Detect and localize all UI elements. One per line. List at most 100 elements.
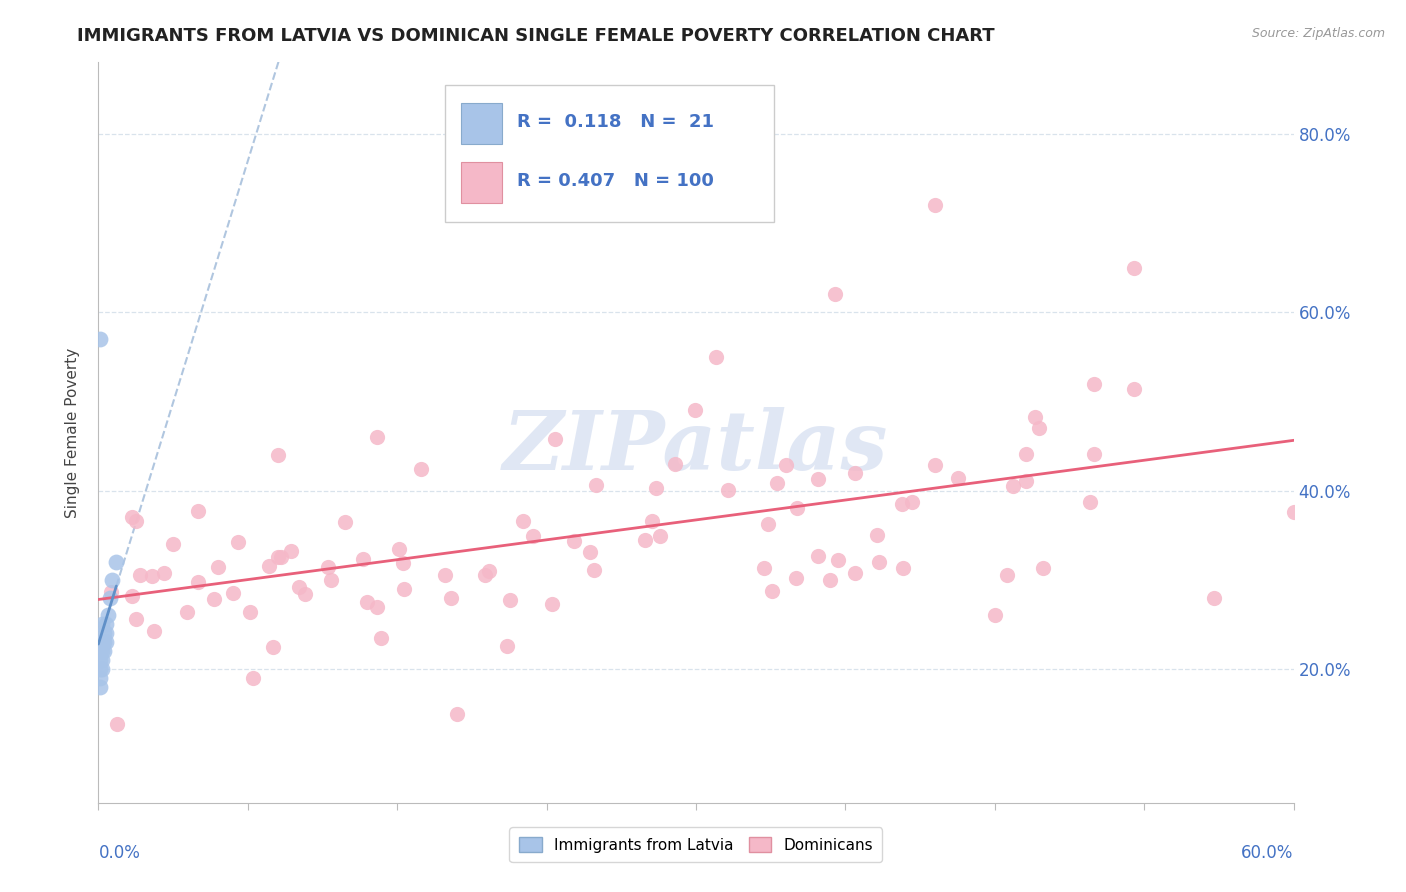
Point [1080, 495, 1102, 509]
Point [153, 566, 176, 580]
Point [807, 472, 830, 486]
Y-axis label: Single Female Poverty: Single Female Poverty [65, 348, 80, 517]
Text: 0.0%: 0.0% [98, 844, 141, 862]
Point [786, 501, 808, 516]
Point [97, 608, 120, 623]
Point [585, 478, 607, 492]
Point [1123, 260, 1146, 275]
Point [411, 462, 433, 476]
Point [392, 582, 415, 597]
Point [93, 644, 115, 658]
Point [267, 448, 290, 462]
Point [446, 706, 468, 721]
Point [924, 458, 946, 473]
Point [645, 481, 668, 495]
Point [129, 568, 152, 582]
Point [105, 555, 128, 569]
Point [544, 432, 567, 446]
Point [995, 567, 1018, 582]
Point [356, 595, 378, 609]
Point [93, 635, 115, 649]
Point [1083, 447, 1105, 461]
Point [93, 626, 115, 640]
Point [562, 534, 585, 549]
Point [207, 559, 229, 574]
Text: ZIPatlas: ZIPatlas [503, 408, 889, 487]
Point [522, 529, 544, 543]
Point [683, 403, 706, 417]
Point [242, 671, 264, 685]
Point [226, 534, 249, 549]
Point [96, 626, 118, 640]
Point [824, 287, 846, 301]
Point [1032, 561, 1054, 575]
Point [752, 560, 775, 574]
Point [176, 606, 198, 620]
Point [101, 573, 124, 587]
Point [89, 680, 111, 694]
Point [121, 510, 143, 524]
Point [775, 458, 797, 472]
FancyBboxPatch shape [446, 85, 773, 221]
Point [366, 599, 388, 614]
Point [91, 653, 114, 667]
Text: Source: ZipAtlas.com: Source: ZipAtlas.com [1251, 27, 1385, 40]
Point [239, 605, 262, 619]
Point [900, 494, 922, 508]
Point [316, 560, 339, 574]
Point [142, 624, 165, 639]
Point [1002, 479, 1025, 493]
Point [704, 350, 727, 364]
Text: R =  0.118   N =  21: R = 0.118 N = 21 [517, 112, 714, 130]
Point [891, 497, 914, 511]
Point [89, 671, 111, 685]
Point [827, 553, 849, 567]
Text: R = 0.407   N = 100: R = 0.407 N = 100 [517, 172, 714, 190]
Point [141, 568, 163, 582]
Point [257, 558, 280, 573]
Point [1123, 382, 1146, 396]
Point [267, 550, 290, 565]
Point [392, 556, 415, 570]
Point [664, 457, 686, 471]
Point [946, 471, 969, 485]
Point [865, 528, 887, 542]
Point [579, 545, 602, 559]
Point [1015, 474, 1038, 488]
Point [187, 504, 209, 518]
Point [121, 589, 143, 603]
FancyBboxPatch shape [461, 103, 502, 144]
Point [758, 516, 780, 531]
Point [89, 653, 111, 667]
Point [222, 586, 245, 600]
Point [844, 466, 866, 480]
Point [294, 587, 316, 601]
Point [717, 483, 740, 498]
Point [89, 662, 111, 676]
Point [98, 591, 122, 605]
Point [352, 552, 374, 566]
Point [370, 631, 392, 645]
Point [89, 332, 111, 346]
Point [891, 561, 914, 575]
Point [634, 533, 657, 548]
Point [844, 566, 866, 581]
Legend: Immigrants from Latvia, Dominicans: Immigrants from Latvia, Dominicans [509, 828, 883, 862]
Point [818, 574, 841, 588]
FancyBboxPatch shape [461, 162, 502, 203]
Point [1015, 447, 1038, 461]
Point [440, 591, 463, 605]
Point [280, 544, 302, 558]
Point [1024, 409, 1046, 424]
Point [91, 662, 114, 676]
Point [1202, 591, 1225, 605]
Point [91, 644, 114, 658]
Point [319, 573, 342, 587]
Point [582, 563, 605, 577]
Point [388, 542, 411, 557]
Point [984, 608, 1007, 623]
Point [162, 537, 184, 551]
Point [641, 514, 664, 528]
Point [807, 549, 830, 563]
Point [785, 571, 807, 585]
